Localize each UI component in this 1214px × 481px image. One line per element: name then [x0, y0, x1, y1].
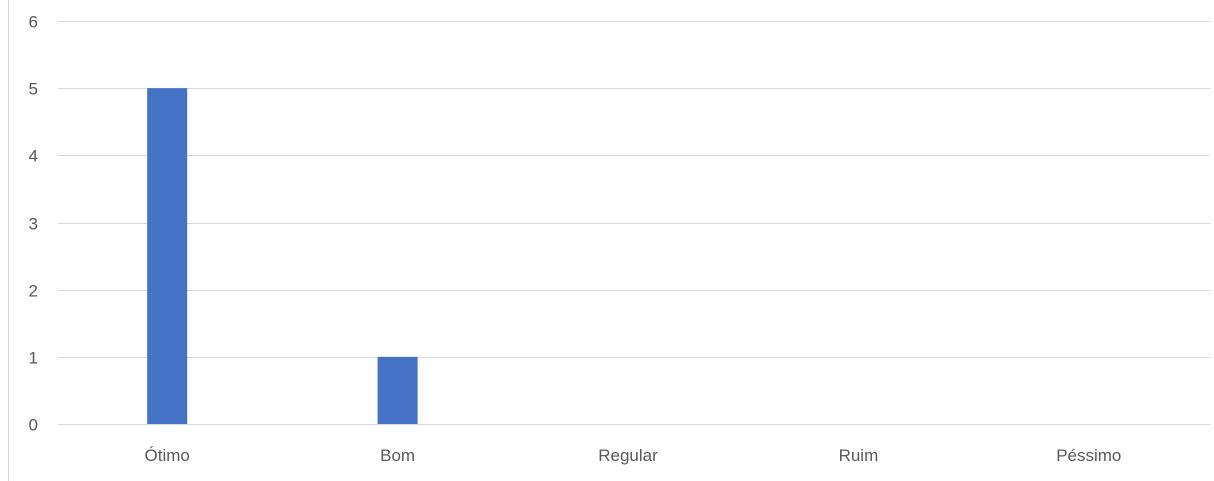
bar-0 [147, 88, 188, 425]
x-tick-label: Péssimo [1056, 446, 1121, 465]
bars [147, 88, 418, 425]
x-tick-label: Ótimo [145, 446, 190, 465]
y-axis-tick-labels: 0 1 2 3 4 5 6 [29, 13, 38, 435]
x-tick-label: Regular [598, 446, 658, 465]
x-tick-label: Ruim [839, 446, 879, 465]
x-tick-label: Bom [380, 446, 415, 465]
y-tick-label: 2 [29, 282, 38, 301]
y-tick-label: 5 [29, 80, 38, 99]
y-tick-label: 3 [29, 215, 38, 234]
gridlines [58, 21, 1210, 358]
y-tick-label: 1 [29, 349, 38, 368]
y-tick-label: 4 [29, 147, 38, 166]
bar-1 [377, 356, 418, 424]
y-tick-label: 0 [29, 416, 38, 435]
y-tick-label: 6 [29, 13, 38, 32]
x-axis-tick-labels: Ótimo Bom Regular Ruim Péssimo [145, 446, 1122, 465]
